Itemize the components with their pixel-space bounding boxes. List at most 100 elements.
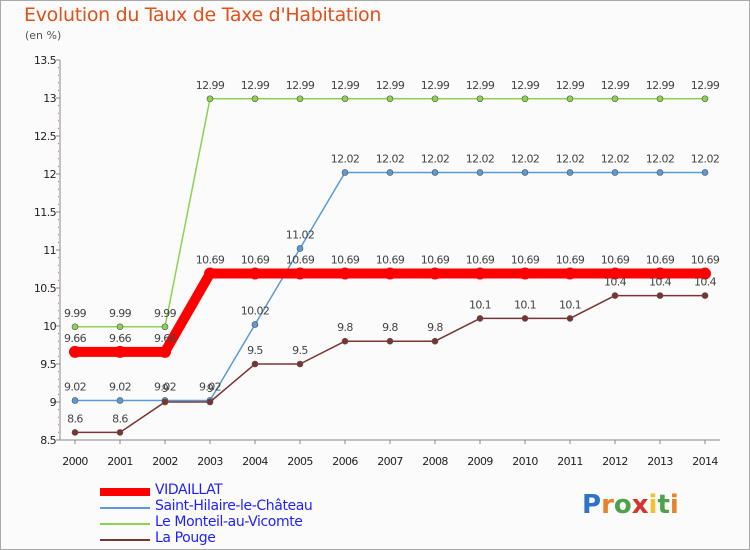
x-tick-label: 2010 — [512, 455, 538, 468]
data-point-le-monteil-au-vicomte — [476, 95, 484, 103]
data-point-saint-hilaire-le-chateau — [476, 169, 484, 176]
x-tick-label: 2009 — [467, 455, 493, 468]
legend-item-vidaillat: VIDAILLAT — [100, 482, 360, 500]
data-label-vidaillat: 10.69 — [466, 254, 495, 267]
data-label-la-pouge: 9.8 — [382, 321, 398, 334]
data-label-vidaillat: 10.69 — [556, 254, 585, 267]
legend-label-le-monteil: Le Monteil-au-Vicomte — [155, 514, 303, 530]
x-tick-label: 2000 — [62, 455, 88, 468]
legend-item-saint-hilaire: Saint-Hilaire-le-Château — [100, 498, 360, 516]
x-tick-label: 2004 — [242, 455, 268, 468]
data-point-saint-hilaire-le-chateau — [116, 397, 124, 404]
data-label-saint-hilaire-le-chateau: 12.02 — [601, 152, 630, 165]
data-point-la-pouge — [656, 292, 664, 299]
data-label-le-monteil-au-vicomte: 9.99 — [64, 307, 87, 320]
data-point-vidaillat — [699, 267, 711, 280]
data-label-la-pouge: 10.4 — [649, 276, 672, 289]
data-point-saint-hilaire-le-chateau — [296, 245, 304, 252]
y-tick-label: 10.5 — [34, 282, 57, 295]
y-tick-label: 8.5 — [40, 434, 56, 447]
data-point-la-pouge — [251, 360, 259, 368]
data-label-la-pouge: 9.8 — [427, 321, 443, 334]
data-point-saint-hilaire-le-chateau — [611, 169, 619, 176]
data-point-le-monteil-au-vicomte — [71, 323, 79, 331]
data-point-saint-hilaire-le-chateau — [71, 397, 79, 404]
data-label-le-monteil-au-vicomte: 12.99 — [331, 79, 360, 92]
y-tick-label: 9 — [50, 396, 57, 409]
logo-letter: x — [631, 490, 649, 520]
y-tick-label: 13.5 — [34, 54, 57, 67]
data-point-saint-hilaire-le-chateau — [251, 321, 259, 328]
data-label-la-pouge: 10.1 — [559, 298, 581, 311]
data-label-le-monteil-au-vicomte: 12.99 — [511, 79, 540, 92]
data-point-la-pouge — [386, 337, 394, 345]
y-tick-label: 11.5 — [34, 206, 57, 219]
legend-swatch-saint-hilaire — [100, 507, 150, 509]
logo-letter: i — [669, 490, 679, 520]
data-label-vidaillat: 9.66 — [154, 332, 177, 345]
data-point-vidaillat — [564, 267, 576, 280]
x-tick-label: 2005 — [287, 455, 313, 468]
data-point-le-monteil-au-vicomte — [386, 95, 394, 103]
data-point-saint-hilaire-le-chateau — [656, 169, 664, 176]
data-label-saint-hilaire-le-chateau: 12.02 — [691, 152, 720, 165]
data-label-la-pouge: 9.5 — [247, 344, 263, 357]
x-tick-label: 2002 — [152, 455, 178, 468]
data-point-saint-hilaire-le-chateau — [566, 169, 574, 176]
y-tick-label: 11 — [43, 244, 56, 257]
data-label-vidaillat: 10.69 — [241, 254, 270, 267]
data-point-vidaillat — [339, 267, 351, 280]
data-label-vidaillat: 10.69 — [691, 254, 720, 267]
data-label-vidaillat: 10.69 — [421, 254, 450, 267]
logo-letter: t — [657, 490, 670, 520]
x-tick-label: 2003 — [197, 455, 223, 468]
data-point-vidaillat — [519, 267, 531, 280]
data-point-le-monteil-au-vicomte — [341, 95, 349, 103]
proxiti-logo: Proxiti — [582, 490, 679, 520]
data-point-saint-hilaire-le-chateau — [341, 169, 349, 176]
data-point-vidaillat — [204, 267, 216, 280]
data-point-le-monteil-au-vicomte — [296, 95, 304, 103]
data-point-le-monteil-au-vicomte — [701, 95, 709, 103]
data-label-le-monteil-au-vicomte: 12.99 — [556, 79, 585, 92]
legend-item-la-pouge: La Pouge — [100, 530, 360, 548]
legend-label-saint-hilaire: Saint-Hilaire-le-Château — [155, 498, 313, 514]
data-point-vidaillat — [609, 267, 621, 280]
data-label-le-monteil-au-vicomte: 12.99 — [376, 79, 405, 92]
data-point-la-pouge — [566, 315, 574, 322]
data-point-la-pouge — [206, 398, 214, 406]
y-tick-label: 9.5 — [40, 358, 56, 371]
data-label-saint-hilaire-le-chateau: 9.02 — [199, 380, 221, 393]
data-label-le-monteil-au-vicomte: 12.99 — [286, 79, 315, 92]
x-tick-label: 2008 — [422, 455, 448, 468]
x-tick-label: 2014 — [692, 455, 718, 468]
data-point-la-pouge — [116, 429, 124, 436]
data-point-le-monteil-au-vicomte — [206, 95, 214, 103]
data-point-le-monteil-au-vicomte — [521, 95, 529, 103]
data-label-vidaillat: 10.69 — [511, 254, 540, 267]
data-label-vidaillat: 10.69 — [286, 254, 315, 267]
data-point-le-monteil-au-vicomte — [431, 95, 439, 103]
data-label-la-pouge: 10.4 — [604, 276, 627, 289]
data-label-la-pouge: 9.5 — [292, 344, 308, 357]
legend-swatch-vidaillat — [100, 488, 150, 496]
data-label-la-pouge: 10.1 — [469, 298, 491, 311]
logo-letter: i — [648, 490, 658, 520]
data-label-saint-hilaire-le-chateau: 9.02 — [154, 380, 176, 393]
data-label-saint-hilaire-le-chateau: 12.02 — [376, 152, 405, 165]
y-tick-label: 13 — [43, 92, 56, 105]
data-point-la-pouge — [431, 337, 439, 345]
data-point-le-monteil-au-vicomte — [251, 95, 259, 103]
data-point-la-pouge — [71, 429, 79, 436]
logo-letter: o — [613, 490, 632, 520]
data-point-le-monteil-au-vicomte — [611, 95, 619, 103]
data-point-la-pouge — [161, 398, 169, 406]
x-tick-label: 2011 — [557, 455, 583, 468]
data-label-la-pouge: 8.6 — [67, 412, 83, 425]
data-label-la-pouge: 9.8 — [337, 321, 353, 334]
data-label-la-pouge: 8.6 — [112, 412, 128, 425]
data-point-vidaillat — [249, 267, 261, 280]
data-label-saint-hilaire-le-chateau: 11.02 — [286, 228, 315, 241]
data-label-saint-hilaire-le-chateau: 12.02 — [646, 152, 675, 165]
